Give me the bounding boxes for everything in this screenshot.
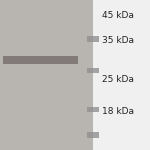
Text: 45 kDa: 45 kDa (102, 11, 134, 20)
FancyBboxPatch shape (87, 132, 99, 138)
Text: 25 kDa: 25 kDa (102, 75, 134, 84)
FancyBboxPatch shape (93, 0, 150, 150)
FancyBboxPatch shape (3, 56, 78, 64)
FancyBboxPatch shape (87, 36, 99, 42)
Text: 18 kDa: 18 kDa (102, 106, 134, 116)
FancyBboxPatch shape (87, 68, 99, 73)
FancyBboxPatch shape (87, 107, 99, 112)
Text: 35 kDa: 35 kDa (102, 36, 134, 45)
FancyBboxPatch shape (0, 0, 93, 150)
